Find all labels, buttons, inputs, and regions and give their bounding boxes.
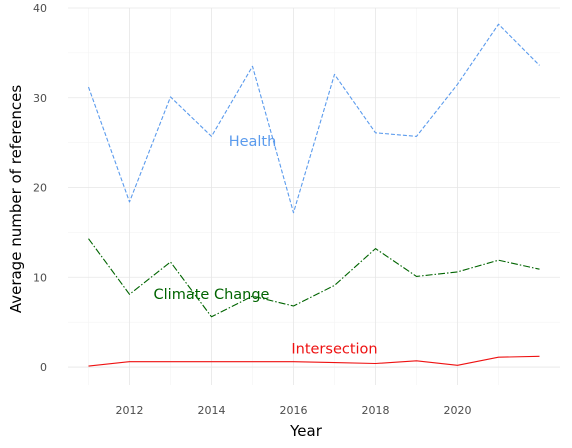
x-tick-label: 2020 bbox=[444, 404, 472, 417]
series-labels: Health Climate Change Intersection bbox=[154, 134, 378, 357]
y-tick-label: 40 bbox=[33, 2, 47, 15]
y-tick-label: 30 bbox=[33, 92, 47, 105]
series-line-intersection bbox=[88, 355, 540, 367]
y-axis-title: Average number of references bbox=[7, 85, 25, 314]
series-lines bbox=[87, 23, 540, 367]
series-line-climate-change bbox=[88, 238, 540, 318]
y-tick-label: 0 bbox=[40, 361, 47, 374]
y-tick-label: 10 bbox=[33, 271, 47, 284]
major-gridlines bbox=[68, 7, 560, 385]
y-axis-ticks: 0 10 20 30 40 bbox=[33, 2, 47, 374]
y-tick-label: 20 bbox=[33, 182, 47, 195]
x-tick-label: 2018 bbox=[362, 404, 390, 417]
series-line-health bbox=[87, 23, 540, 214]
x-axis-ticks: 2012 2014 2016 2018 2020 bbox=[116, 404, 472, 417]
x-tick-label: 2014 bbox=[198, 404, 226, 417]
series-label-intersection: Intersection bbox=[291, 342, 377, 358]
x-tick-label: 2012 bbox=[116, 404, 144, 417]
x-axis-title: Year bbox=[289, 422, 323, 440]
x-tick-label: 2016 bbox=[280, 404, 308, 417]
series-label-health: Health bbox=[229, 134, 277, 150]
series-label-climate-change: Climate Change bbox=[154, 287, 270, 303]
